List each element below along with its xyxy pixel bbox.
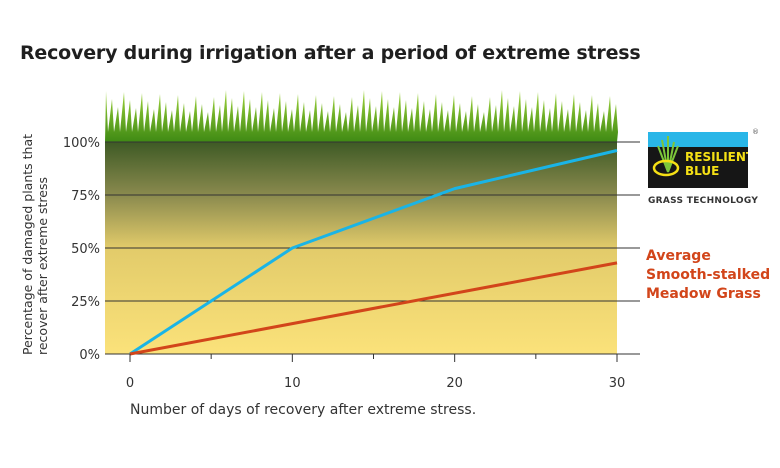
y-axis-label: Percentage of damaged plants that recove… [20,134,50,355]
legend-line: Average [646,248,711,264]
resilient-blue-logo: RESILIENT BLUE [648,132,748,188]
resilient-blue-line [129,149,618,356]
x-tick-label: 20 [446,376,463,391]
legend-line: Smooth-stalked [646,267,771,283]
y-tick-label: 50% [71,242,100,257]
y-tick-label: 25% [71,295,100,310]
chart-title: Recovery during irrigation after a perio… [20,42,641,64]
x-tick-label: 30 [609,376,626,391]
grass-swirl-icon [652,136,680,177]
grass-strip [105,90,618,142]
logo-text: BLUE [685,164,720,178]
logo-tagline: GRASS TECHNOLOGY [648,196,759,206]
x-tick-label: 10 [284,376,301,391]
y-tick-label: 100% [63,136,100,151]
y-axis-label-line: recover after extreme stress [35,177,50,355]
x-axis-label: Number of days of recovery after extreme… [130,402,477,418]
x-tick-label: 0 [126,376,134,391]
y-tick-label: 0% [79,348,100,363]
registered-mark: ® [752,128,759,136]
logo-text: RESILIENT [685,150,748,164]
meadow-grass-line [129,261,618,356]
y-axis-label-line: Percentage of damaged plants that [20,133,35,355]
legend: Average Smooth-stalked Meadow Grass [646,247,770,304]
legend-line: Meadow Grass [646,286,761,302]
y-tick-label: 75% [71,189,100,204]
